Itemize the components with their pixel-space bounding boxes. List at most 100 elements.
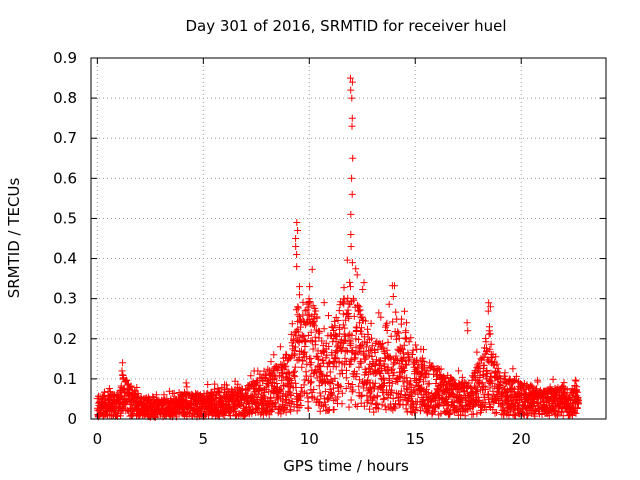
data-point bbox=[390, 369, 398, 377]
data-point bbox=[183, 383, 191, 391]
data-point bbox=[573, 405, 581, 412]
data-point bbox=[348, 78, 356, 86]
y-tick-label: 0 bbox=[67, 410, 77, 428]
data-point bbox=[308, 389, 316, 397]
data-point bbox=[320, 325, 328, 333]
data-point bbox=[306, 283, 314, 291]
data-point bbox=[272, 373, 280, 381]
data-point bbox=[339, 299, 347, 307]
data-point bbox=[379, 396, 387, 404]
data-point bbox=[411, 389, 419, 397]
data-point bbox=[293, 263, 301, 271]
data-point bbox=[347, 340, 355, 348]
data-point bbox=[370, 408, 378, 416]
data-point bbox=[345, 403, 353, 411]
data-point bbox=[348, 331, 356, 339]
data-point bbox=[377, 313, 385, 321]
data-point bbox=[316, 363, 323, 371]
data-point bbox=[414, 390, 422, 398]
data-point bbox=[326, 368, 334, 376]
data-point bbox=[388, 388, 396, 396]
data-point bbox=[314, 355, 322, 363]
data-point bbox=[282, 362, 290, 370]
data-point bbox=[267, 358, 275, 366]
data-point bbox=[402, 335, 410, 343]
data-point bbox=[288, 398, 296, 406]
data-point bbox=[300, 332, 308, 340]
data-point bbox=[560, 379, 568, 387]
data-point bbox=[347, 243, 355, 250]
data-point bbox=[294, 328, 302, 336]
data-point bbox=[410, 409, 418, 417]
data-point bbox=[287, 330, 295, 338]
data-point bbox=[282, 350, 290, 358]
data-point bbox=[287, 407, 295, 415]
data-point bbox=[380, 348, 388, 356]
data-point bbox=[287, 392, 295, 399]
data-point bbox=[480, 362, 488, 370]
data-point bbox=[389, 395, 397, 403]
y-tick-label: 0.3 bbox=[53, 290, 77, 308]
data-point bbox=[494, 364, 502, 372]
data-point bbox=[235, 410, 243, 417]
data-point bbox=[347, 283, 354, 291]
data-point bbox=[127, 382, 135, 390]
data-point bbox=[346, 357, 354, 365]
data-point bbox=[347, 231, 355, 238]
x-tick-label: 10 bbox=[300, 430, 319, 448]
data-point bbox=[481, 399, 489, 407]
data-point bbox=[330, 327, 337, 334]
data-point bbox=[389, 318, 397, 326]
data-point bbox=[396, 372, 404, 380]
data-point bbox=[412, 341, 420, 349]
data-point bbox=[305, 295, 313, 303]
data-point bbox=[301, 336, 309, 344]
data-point bbox=[306, 319, 314, 327]
data-point bbox=[471, 382, 478, 390]
data-point bbox=[368, 363, 376, 370]
data-point bbox=[321, 388, 329, 396]
data-point bbox=[526, 407, 534, 414]
data-point bbox=[292, 243, 300, 250]
data-point bbox=[492, 353, 500, 361]
data-point bbox=[473, 410, 481, 418]
data-point bbox=[388, 365, 396, 373]
data-point bbox=[339, 321, 347, 329]
data-point bbox=[351, 401, 359, 409]
data-point bbox=[407, 334, 415, 342]
data-point bbox=[247, 372, 255, 380]
data-point bbox=[383, 327, 391, 334]
data-point bbox=[493, 409, 501, 416]
data-point bbox=[570, 409, 578, 416]
data-point bbox=[298, 331, 306, 339]
data-point bbox=[450, 376, 458, 384]
data-point bbox=[265, 380, 272, 388]
data-point bbox=[417, 407, 425, 415]
data-point bbox=[134, 390, 142, 397]
data-point bbox=[489, 406, 497, 414]
data-point bbox=[509, 365, 517, 373]
data-point bbox=[211, 380, 219, 388]
data-point bbox=[299, 357, 307, 364]
data-point bbox=[320, 299, 328, 307]
data-point bbox=[509, 384, 517, 392]
data-point bbox=[346, 74, 354, 82]
data-point bbox=[360, 348, 368, 356]
chart-title: Day 301 of 2016, SRMTID for receiver hue… bbox=[185, 17, 506, 35]
data-point bbox=[152, 391, 160, 399]
data-point bbox=[571, 376, 579, 384]
data-point bbox=[473, 348, 481, 356]
data-point bbox=[360, 279, 368, 287]
data-point bbox=[355, 382, 363, 390]
data-point bbox=[395, 347, 403, 354]
data-point bbox=[437, 410, 445, 418]
data-point bbox=[481, 386, 489, 393]
data-point bbox=[249, 392, 256, 400]
data-point bbox=[378, 343, 386, 351]
data-point bbox=[400, 354, 408, 362]
data-point bbox=[403, 319, 410, 327]
data-point bbox=[405, 338, 413, 346]
data-point bbox=[286, 390, 294, 398]
data-point bbox=[330, 406, 338, 413]
data-point bbox=[406, 355, 414, 363]
